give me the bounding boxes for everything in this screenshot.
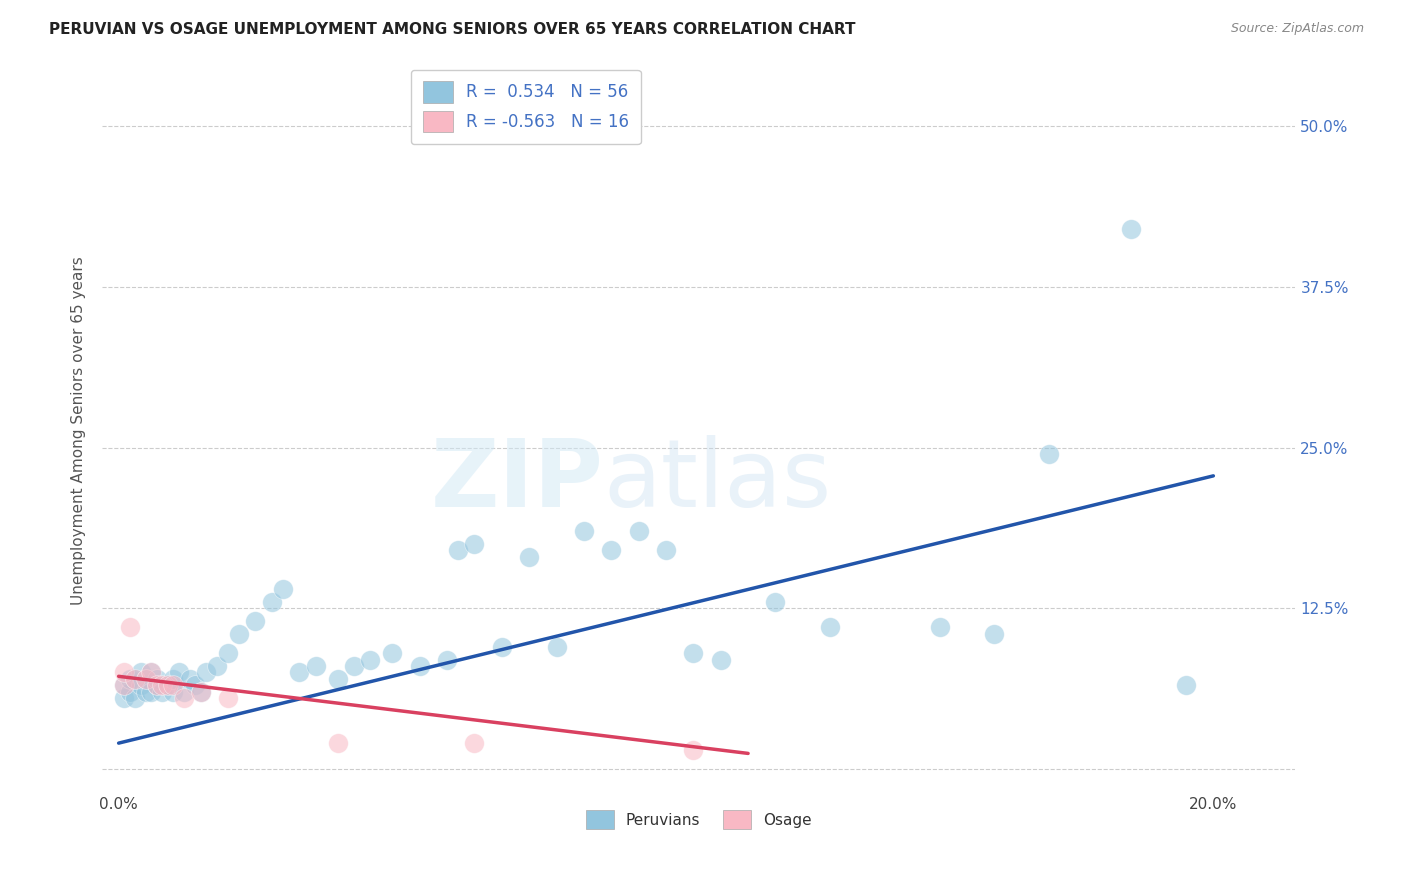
Point (141, 665, 163, 680)
Text: ZIP: ZIP (430, 435, 603, 527)
Point (288, 665, 311, 680)
Point (682, 646, 704, 660)
Point (112, 678, 135, 692)
Point (1121, 222, 1143, 236)
Point (818, 620, 841, 634)
Point (517, 549, 540, 564)
Point (1038, 447, 1060, 461)
Point (146, 678, 169, 692)
Point (141, 684, 163, 698)
Text: Source: ZipAtlas.com: Source: ZipAtlas.com (1230, 22, 1364, 36)
Point (190, 684, 212, 698)
Point (129, 678, 152, 692)
Point (271, 582, 294, 596)
Point (173, 684, 195, 698)
Point (112, 665, 135, 680)
Point (326, 672, 349, 686)
Point (305, 659, 328, 673)
Point (572, 524, 595, 538)
Point (129, 665, 152, 680)
Point (156, 678, 179, 692)
Point (167, 665, 190, 680)
Y-axis label: Unemployment Among Seniors over 65 years: Unemployment Among Seniors over 65 years (72, 256, 86, 605)
Point (118, 684, 141, 698)
Point (491, 640, 513, 654)
Point (228, 627, 250, 641)
Point (710, 652, 733, 666)
Point (928, 620, 950, 634)
Point (682, 742, 704, 756)
Point (765, 595, 787, 609)
Point (135, 672, 157, 686)
Point (184, 678, 207, 692)
Point (1175, 678, 1198, 692)
Text: atlas: atlas (603, 435, 831, 527)
Point (260, 595, 283, 609)
Point (124, 672, 146, 686)
Point (627, 524, 650, 538)
Point (156, 678, 179, 692)
Point (408, 659, 430, 673)
Point (112, 691, 135, 706)
Point (436, 652, 458, 666)
Point (146, 672, 169, 686)
Point (179, 672, 201, 686)
Point (326, 736, 349, 750)
Legend: Peruvians, Osage: Peruvians, Osage (581, 804, 818, 835)
Point (135, 672, 157, 686)
Point (124, 691, 146, 706)
Point (217, 691, 239, 706)
Point (173, 691, 195, 706)
Point (546, 640, 568, 654)
Point (124, 672, 146, 686)
Point (217, 646, 239, 660)
Point (152, 678, 174, 692)
Point (162, 678, 184, 692)
Point (162, 684, 184, 698)
Point (463, 736, 485, 750)
Point (245, 614, 267, 628)
Point (983, 627, 1005, 641)
Point (447, 543, 470, 558)
Point (118, 672, 141, 686)
Point (118, 620, 141, 634)
Point (190, 684, 212, 698)
Point (152, 684, 174, 698)
Point (205, 659, 228, 673)
Point (141, 665, 163, 680)
Point (463, 537, 485, 551)
Point (381, 646, 404, 660)
Point (146, 678, 169, 692)
Point (655, 543, 678, 558)
Point (112, 678, 135, 692)
Point (135, 684, 157, 698)
Point (359, 652, 381, 666)
Point (195, 665, 218, 680)
Text: PERUVIAN VS OSAGE UNEMPLOYMENT AMONG SENIORS OVER 65 YEARS CORRELATION CHART: PERUVIAN VS OSAGE UNEMPLOYMENT AMONG SEN… (49, 22, 856, 37)
Point (162, 672, 184, 686)
Point (343, 659, 366, 673)
Point (600, 543, 623, 558)
